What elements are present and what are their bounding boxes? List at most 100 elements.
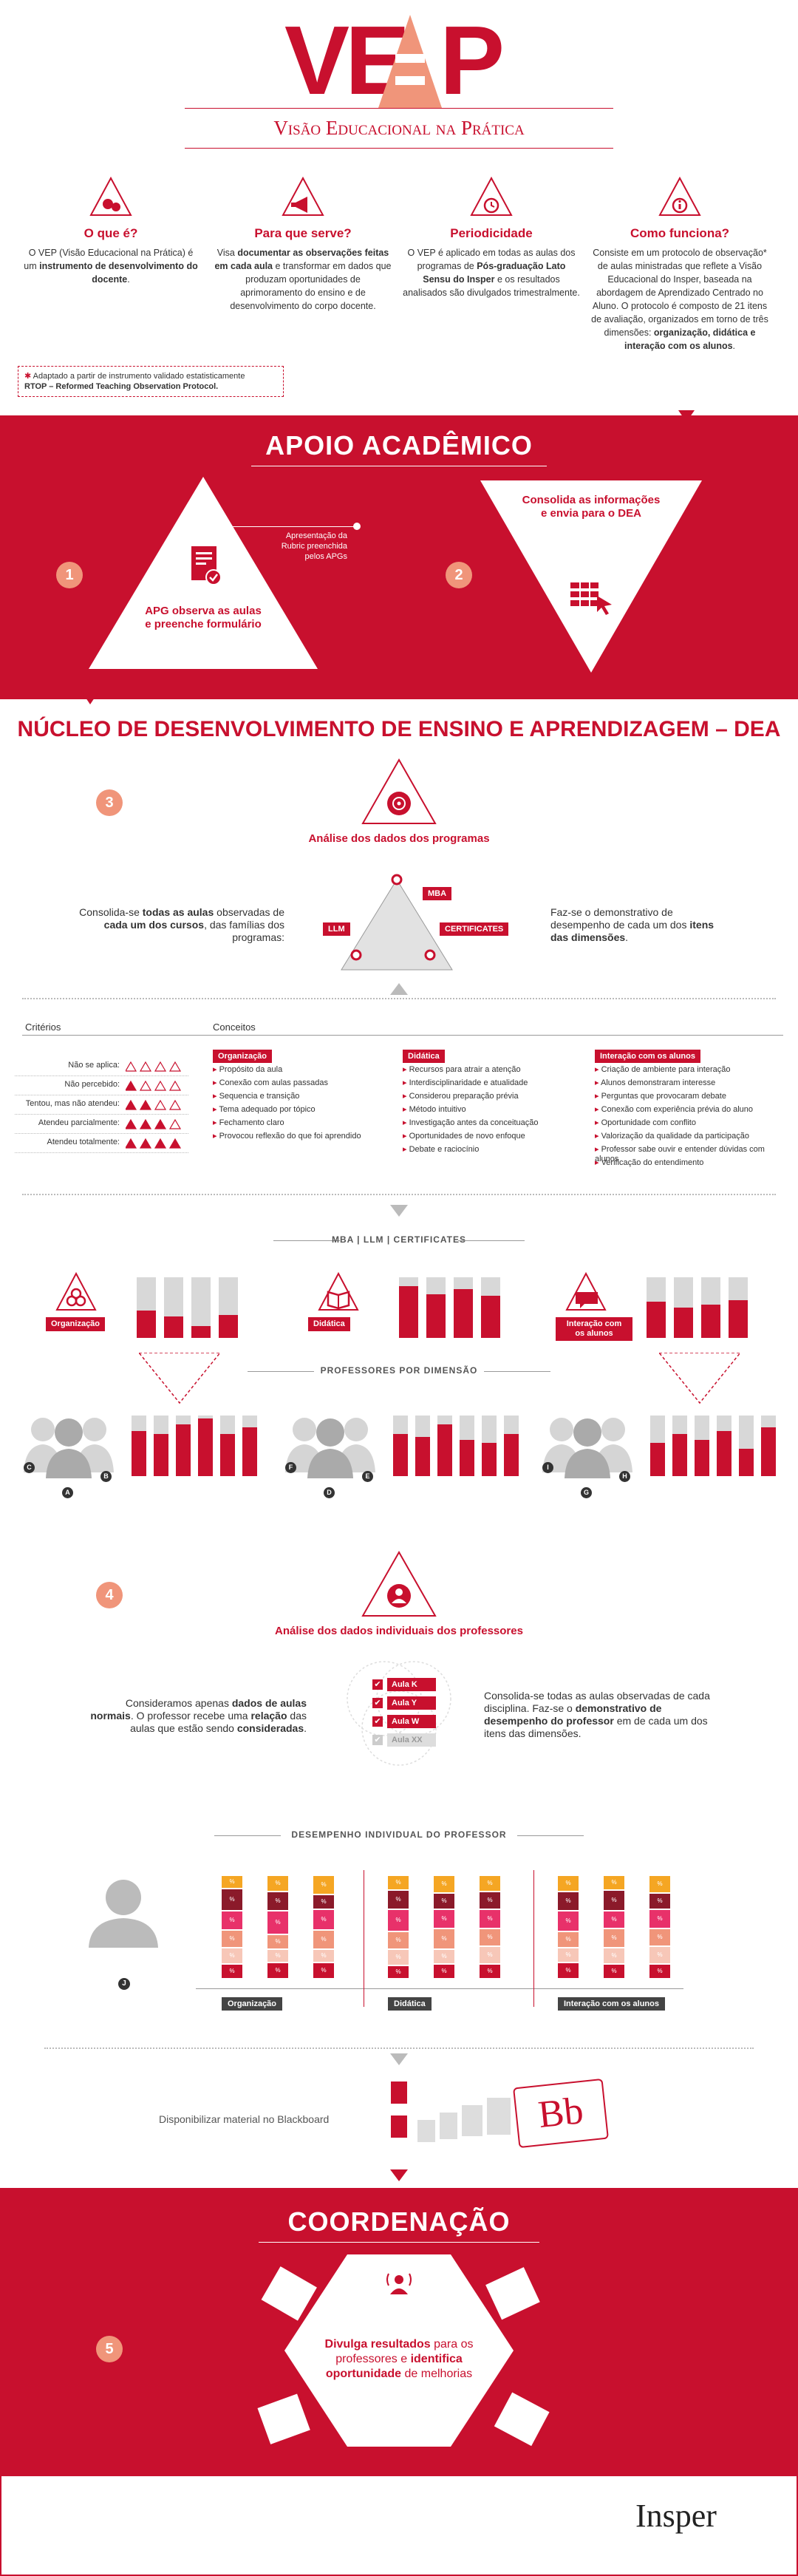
dim-label: Didática [308, 1317, 350, 1331]
logo-triangle-icon [378, 15, 442, 108]
stack-segment: % [480, 1965, 500, 1978]
concept-item: ▸ Oportunidades de novo enfoque [403, 1132, 525, 1141]
bar [481, 1295, 500, 1338]
stack-segment: % [434, 1965, 454, 1978]
concept-item: ▸ Interdisciplinaridade e atualidade [403, 1078, 528, 1087]
stack-segment: % [434, 1929, 454, 1948]
criteria-label: Não se aplica: [68, 1061, 120, 1070]
bar [482, 1442, 497, 1476]
person-label: D [324, 1487, 335, 1498]
criteria-label: Atendeu totalmente: [47, 1138, 120, 1146]
check-box[interactable]: ✔ [372, 1735, 383, 1745]
check-box[interactable]: ✔ [372, 1698, 383, 1708]
concept-tag: Didática [403, 1050, 445, 1063]
broadcast-icon [386, 2273, 412, 2294]
book-icon [318, 1271, 359, 1311]
stack-segment: % [388, 1932, 409, 1948]
group-label: Organização [222, 1997, 283, 2011]
coord-hexagon [284, 2254, 514, 2447]
bar [191, 1325, 211, 1338]
concept-item: ▸ Valorização da qualidade da participaç… [595, 1132, 749, 1141]
bar [701, 1304, 720, 1338]
bar [426, 1294, 446, 1338]
concept-item: ▸ Debate e raciocínio [403, 1145, 480, 1154]
concept-item: ▸ Alunos demonstraram interesse [595, 1078, 716, 1087]
stack-segment: % [267, 1935, 288, 1948]
bar [393, 1433, 408, 1476]
stack-segment: % [480, 1947, 500, 1963]
concept-item: ▸ Conexão com aulas passadas [213, 1078, 328, 1087]
bar [454, 1289, 473, 1338]
step3-title: Análise dos dados dos programas [308, 832, 490, 845]
person-label: F [285, 1462, 296, 1473]
bar [242, 1427, 257, 1476]
bar [650, 1442, 665, 1476]
stack-segment: % [222, 1876, 242, 1888]
stack-segment: % [480, 1876, 500, 1891]
analytics-icon [361, 758, 437, 824]
stack-segment: % [649, 1894, 670, 1909]
clock-icon [470, 176, 513, 216]
bar [674, 1308, 693, 1338]
stack-segment: % [313, 1950, 334, 1962]
stack-segment: % [604, 1891, 624, 1910]
person-label: G [581, 1487, 592, 1498]
rating-triangles [126, 1118, 182, 1129]
blackboard-logo[interactable]: Bb [513, 2078, 609, 2149]
step2-triangle [480, 480, 702, 673]
bar [460, 1439, 474, 1476]
stack-segment: % [604, 1929, 624, 1947]
criteria-label: Atendeu parcialmente: [38, 1118, 120, 1127]
concept-tag: Organização [213, 1050, 273, 1063]
concept-item: ▸ Verificação do entendimento [595, 1158, 704, 1167]
bar [647, 1301, 666, 1338]
people-group-icon [285, 1418, 375, 1478]
concept-item: ▸ Investigação antes da conceituação [403, 1118, 539, 1127]
check-box[interactable]: ✔ [372, 1716, 383, 1727]
step-1-badge: 1 [56, 562, 83, 588]
blackboard-text: Disponibilizar material no Blackboard [159, 2113, 330, 2125]
bar [399, 1286, 418, 1338]
intro-text: O VEP (Visão Educacional na Prática) é u… [24, 248, 198, 285]
check-box[interactable]: ✔ [372, 1679, 383, 1690]
bar [504, 1433, 519, 1476]
stack-segment: % [388, 1891, 409, 1909]
stack-segment: % [649, 1910, 670, 1928]
arrow-down-icon [390, 1205, 408, 1217]
prof-header: Professores por dimensão [320, 1365, 478, 1376]
stack-segment: % [604, 1911, 624, 1928]
stack-segment: % [313, 1910, 334, 1929]
insper-logo[interactable]: Insper [635, 2498, 717, 2534]
step4-left-text: Consideramos apenas dados de aulas norma… [90, 1697, 307, 1734]
person-label: I [542, 1462, 553, 1473]
step4-title: Análise dos dados individuais dos profes… [275, 1625, 523, 1637]
funnel-left [139, 1353, 220, 1404]
dea-left-text: Consolida-se todas as aulas observadas d… [79, 906, 284, 943]
bar [137, 1311, 156, 1338]
paper-icon [254, 2390, 313, 2447]
programs-triangle [341, 874, 453, 971]
step-3-badge: 3 [96, 789, 123, 816]
stack-segment: % [649, 1965, 670, 1978]
logo-subtitle: Visão Educacional na Prática [273, 117, 525, 139]
arrow-down-icon [81, 691, 99, 704]
dim-label: Interação com os alunos [556, 1317, 632, 1341]
concept-item: ▸ Propósito da aula [213, 1065, 283, 1074]
check-label: Aula W [387, 1715, 436, 1728]
dea-title: Núcleo de Desenvolvimento de Ensino e Ap… [17, 717, 781, 741]
person-label: C [24, 1462, 35, 1473]
bar [672, 1433, 687, 1476]
rating-triangles [126, 1099, 182, 1110]
concept-item: ▸ Método intuitivo [403, 1105, 466, 1114]
tag-llm: LLM [323, 922, 350, 936]
rating-triangles [126, 1080, 182, 1091]
stack-segment: % [558, 1963, 579, 1978]
intro-title: O que é? [83, 226, 138, 240]
bar [132, 1430, 146, 1476]
bar [164, 1316, 183, 1338]
concept-item: ▸ Considerou preparação prévia [403, 1092, 519, 1101]
bar [154, 1433, 168, 1476]
stack-segment: % [434, 1876, 454, 1892]
data-transfer-icon [570, 582, 612, 615]
stack-segment: % [222, 1931, 242, 1947]
